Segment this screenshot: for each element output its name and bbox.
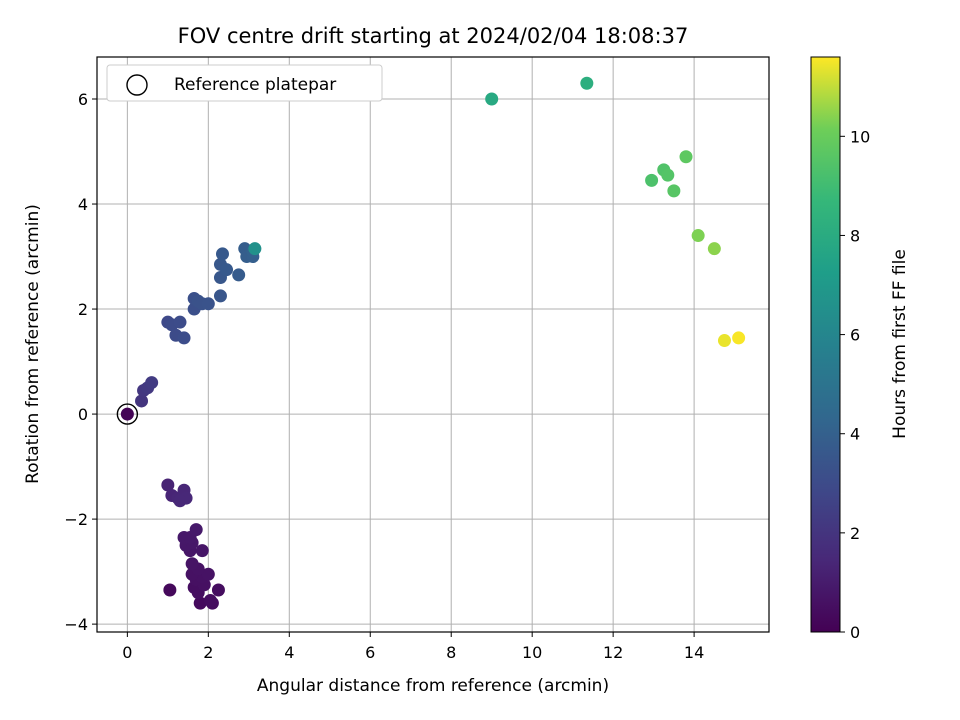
y-tick-label: 2 bbox=[78, 300, 88, 319]
legend-box bbox=[106, 64, 383, 102]
data-point bbox=[135, 394, 149, 408]
legend: Reference platepar bbox=[106, 64, 383, 102]
reference-point-marker bbox=[116, 403, 139, 425]
x-axis-label: Angular distance from reference (arcmin) bbox=[257, 676, 609, 696]
data-point bbox=[667, 184, 681, 198]
x-axis-ticks: 0 2 4 6 8 10 12 14 bbox=[122, 632, 704, 662]
colorbar-tick-label: 0 bbox=[850, 623, 860, 642]
x-tick-label: 0 bbox=[122, 643, 132, 662]
x-tick-label: 8 bbox=[446, 643, 456, 662]
data-point bbox=[177, 331, 191, 345]
x-tick-label: 2 bbox=[203, 643, 213, 662]
plot-frame bbox=[96, 56, 770, 633]
colorbar-tick-label: 6 bbox=[850, 326, 860, 345]
x-tick-label: 4 bbox=[284, 643, 294, 662]
colorbar-tick-label: 2 bbox=[850, 524, 860, 543]
data-point bbox=[707, 242, 721, 256]
data-point bbox=[201, 567, 215, 581]
data-point bbox=[213, 289, 227, 303]
reference-point-fill bbox=[120, 407, 134, 421]
data-point bbox=[220, 263, 234, 277]
data-point bbox=[161, 478, 175, 492]
data-point bbox=[163, 583, 177, 597]
colorbar: 0 2 4 6 8 10 Hours from first FF file bbox=[810, 56, 910, 642]
x-tick-label: 12 bbox=[603, 643, 623, 662]
colorbar-tick-label: 10 bbox=[850, 127, 870, 146]
legend-entry-reference: Reference platepar bbox=[174, 75, 336, 95]
y-tick-label: −2 bbox=[64, 510, 88, 529]
x-tick-label: 10 bbox=[522, 643, 542, 662]
colorbar-tick-label: 4 bbox=[850, 425, 860, 444]
y-tick-label: 4 bbox=[78, 195, 88, 214]
data-point bbox=[189, 523, 203, 537]
y-tick-label: −4 bbox=[64, 615, 88, 634]
y-tick-label: 6 bbox=[78, 90, 88, 109]
y-axis-ticks: −4 −2 0 2 4 6 bbox=[64, 90, 97, 634]
data-point bbox=[215, 247, 229, 261]
y-axis-label: Rotation from reference (arcmin) bbox=[23, 204, 43, 484]
reference-point-layer bbox=[116, 403, 139, 425]
data-point bbox=[201, 297, 215, 311]
legend-marker-reference bbox=[126, 74, 148, 96]
data-point bbox=[679, 150, 693, 164]
chart-title: FOV centre drift starting at 2024/02/04 … bbox=[178, 24, 689, 48]
data-point bbox=[203, 593, 217, 607]
data-point bbox=[661, 168, 675, 182]
data-point bbox=[173, 494, 187, 508]
y-tick-label: 0 bbox=[78, 405, 88, 424]
data-point bbox=[145, 376, 159, 390]
data-point bbox=[485, 92, 499, 106]
data-point bbox=[580, 76, 594, 90]
data-points bbox=[135, 76, 746, 610]
data-point bbox=[193, 596, 207, 610]
colorbar-ticks: 0 2 4 6 8 10 bbox=[840, 127, 870, 642]
colorbar-tick-label: 8 bbox=[850, 226, 860, 245]
data-point bbox=[732, 331, 746, 345]
data-point bbox=[645, 173, 659, 187]
data-point bbox=[185, 557, 199, 571]
data-point bbox=[248, 242, 262, 256]
data-point bbox=[232, 268, 246, 282]
data-point bbox=[195, 544, 209, 558]
colorbar-label: Hours from first FF file bbox=[890, 249, 910, 439]
data-point bbox=[211, 583, 225, 597]
colorbar-gradient bbox=[810, 56, 841, 633]
data-point bbox=[717, 334, 731, 348]
x-tick-label: 14 bbox=[684, 643, 704, 662]
x-tick-label: 6 bbox=[365, 643, 375, 662]
data-point bbox=[691, 229, 705, 243]
data-point bbox=[173, 315, 187, 329]
